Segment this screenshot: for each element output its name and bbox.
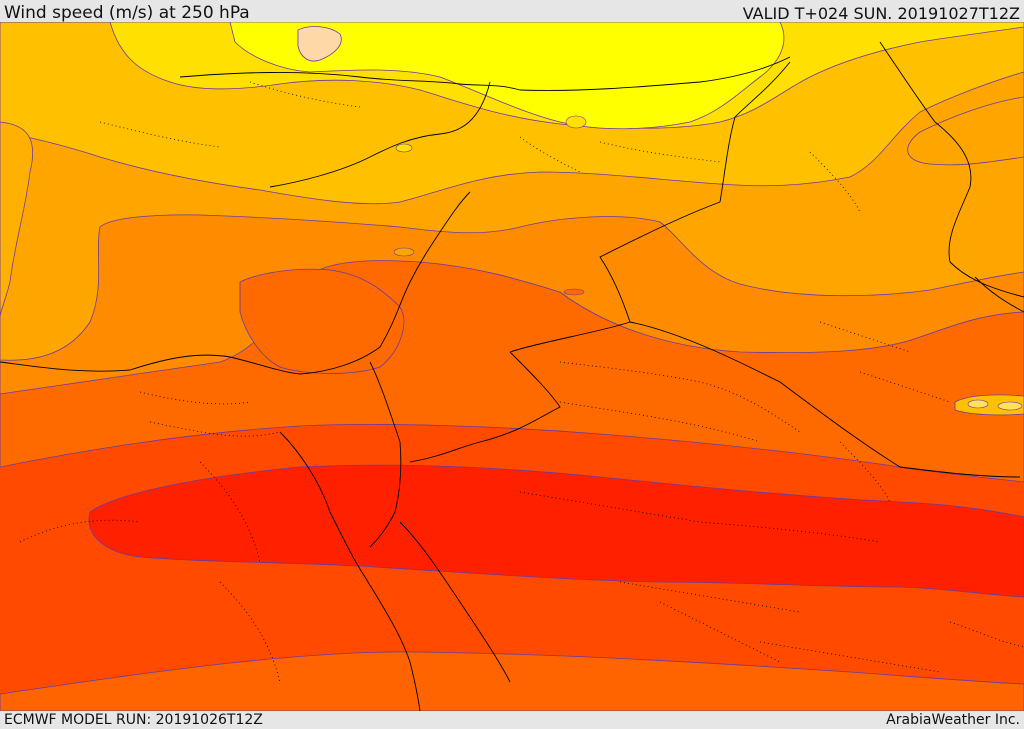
model-run: ECMWF MODEL RUN: 20191026T12Z — [4, 712, 263, 728]
map-header: Wind speed (m/s) at 250 hPa VALID T+024 … — [0, 0, 1024, 23]
band-red-jet — [88, 464, 1024, 598]
band-bottom-orange — [0, 651, 1024, 711]
peach-patch — [297, 26, 342, 62]
map-footer: ECMWF MODEL RUN: 20191026T12Z ArabiaWeat… — [0, 711, 1024, 729]
map-title: Wind speed (m/s) at 250 hPa — [4, 3, 250, 23]
valid-time: VALID T+024 SUN. 20191027T12Z — [742, 4, 1020, 23]
borders — [0, 41, 1024, 711]
gold-patch-east — [907, 96, 1024, 166]
gold-patch-left — [0, 121, 34, 318]
wind-speed-map — [0, 22, 1024, 711]
band-light-yellow — [229, 22, 785, 130]
water-features — [393, 115, 1023, 411]
credit: ArabiaWeather Inc. — [886, 712, 1020, 728]
dotted-boundaries — [19, 81, 1024, 683]
dark-orange-core — [239, 268, 405, 374]
